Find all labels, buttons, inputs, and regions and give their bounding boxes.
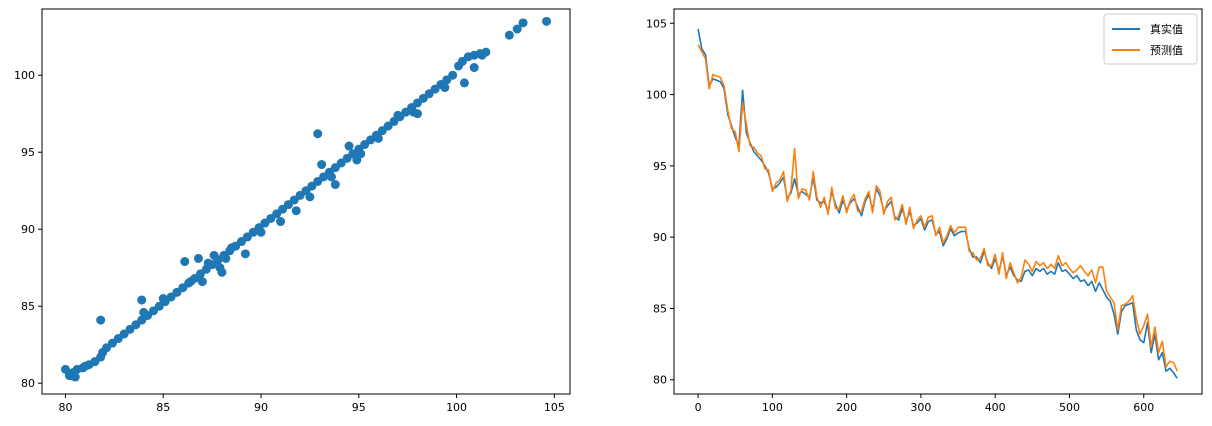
scatter-point (180, 257, 190, 267)
y-tick-label: 100 (646, 89, 667, 102)
scatter-point (469, 63, 479, 73)
scatter-point (80, 361, 90, 371)
scatter-point (542, 16, 552, 26)
axes-frame (41, 8, 571, 395)
y-tick-label: 105 (646, 17, 667, 30)
scatter-point (504, 30, 514, 40)
scatter-point (221, 253, 231, 263)
y-tick-label: 80 (21, 377, 35, 390)
x-tick-label: 85 (156, 401, 170, 414)
scatter-point (393, 110, 403, 120)
x-tick-label: 90 (254, 401, 268, 414)
scatter-point (197, 277, 207, 287)
legend-box (1103, 13, 1198, 65)
scatter-point (158, 294, 168, 304)
scatter-point (209, 250, 219, 260)
x-tick-label: 100 (762, 401, 783, 414)
y-tick-label: 95 (21, 146, 35, 159)
y-tick-label: 85 (653, 302, 667, 315)
y-tick-label: 90 (21, 223, 35, 236)
scatter-point (326, 172, 336, 182)
scatter-point (137, 295, 147, 305)
x-tick-label: 100 (446, 401, 467, 414)
legend-label: 预测值 (1150, 44, 1183, 57)
x-tick-label: 500 (1059, 401, 1080, 414)
scatter-point (276, 217, 286, 227)
x-tick-label: 105 (544, 401, 565, 414)
scatter-point (512, 24, 522, 34)
axes-frame (673, 8, 1203, 395)
y-tick-label: 90 (653, 231, 667, 244)
scatter-point (448, 70, 458, 80)
scatter-chart: 80 85 90 95 100 105 80 85 90 95 100 (14, 8, 571, 414)
scatter-point (330, 180, 340, 190)
scatter-point (203, 258, 213, 268)
x-tick-label: 400 (985, 401, 1006, 414)
scatter-point (186, 277, 196, 287)
scatter-point (518, 18, 528, 28)
x-tick-label: 600 (1133, 401, 1154, 414)
x-tick-label: 200 (836, 401, 857, 414)
scatter-point (256, 227, 266, 237)
scatter-point (459, 78, 469, 88)
x-tick-label: 0 (695, 401, 702, 414)
scatter-point (305, 192, 315, 202)
scatter-point (317, 160, 327, 170)
x-tick-label: 80 (58, 401, 72, 414)
scatter-point (193, 253, 203, 263)
scatter-point (352, 155, 362, 165)
scatter-point (291, 206, 301, 216)
series-line (697, 44, 1178, 372)
scatter-point (240, 249, 250, 259)
scatter-point (215, 263, 225, 273)
scatter-point (139, 307, 149, 317)
legend-label: 真实值 (1150, 22, 1183, 36)
scatter-point (96, 315, 106, 325)
scatter-point (440, 83, 450, 93)
x-tick-label: 300 (910, 401, 931, 414)
y-tick-label: 95 (653, 160, 667, 173)
scatter-point (373, 133, 383, 143)
scatter-point (70, 372, 80, 382)
y-tick-label: 85 (21, 300, 35, 313)
y-tick-label: 80 (653, 374, 667, 387)
y-tick-label: 100 (14, 69, 35, 82)
scatter-point (227, 243, 237, 253)
scatter-point (477, 50, 487, 60)
scatter-point (344, 141, 354, 151)
scatter-point (409, 107, 419, 117)
scatter-point (313, 129, 323, 139)
x-tick-label: 95 (352, 401, 366, 414)
